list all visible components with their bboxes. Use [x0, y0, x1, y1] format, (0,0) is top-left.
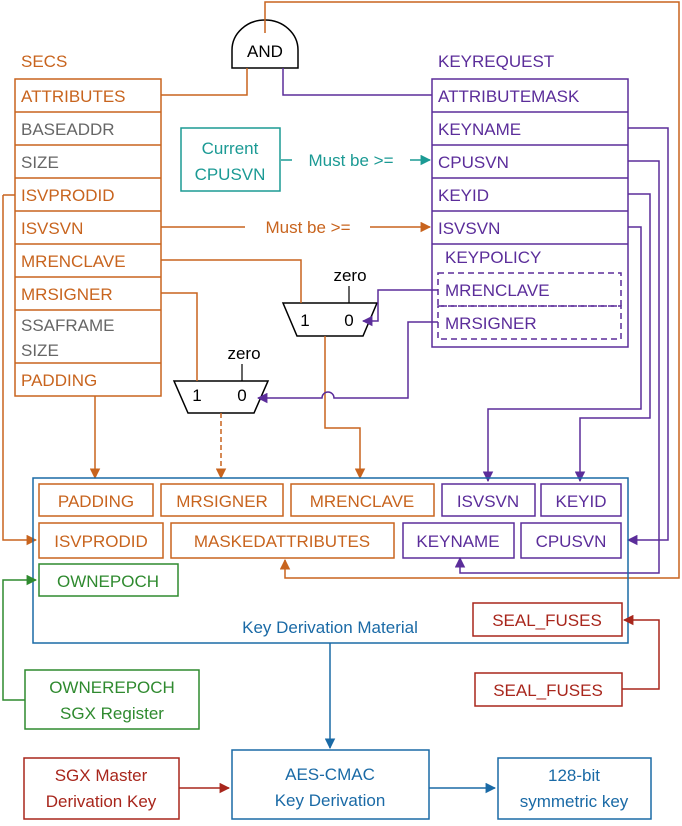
- cpusvn-compare-arrow: Must be >=: [281, 151, 432, 170]
- svg-text:OWNEREPOCH: OWNEREPOCH: [49, 678, 175, 697]
- must-be-gte-isvsvn: Must be >=: [265, 218, 350, 237]
- secs-isvprodid: ISVPRODID: [21, 186, 115, 205]
- and-gate: AND: [231, 19, 299, 69]
- kdm-ownepoch: OWNEPOCH: [57, 572, 159, 591]
- keypolicy-title: KEYPOLICY: [445, 248, 541, 267]
- keyrequest-keyid: KEYID: [438, 186, 489, 205]
- current-cpusvn-box: Current CPUSVN: [180, 127, 281, 192]
- keyrequest-title: KEYREQUEST: [438, 52, 554, 71]
- svg-text:Derivation Key: Derivation Key: [46, 792, 157, 811]
- svg-text:SGX Master: SGX Master: [55, 766, 148, 785]
- kdm-mrenclave: MRENCLAVE: [310, 492, 415, 511]
- kdm-seal-fuses: SEAL_FUSES: [492, 611, 602, 630]
- keypolicy-wires: [256, 289, 438, 404]
- mux-upper: 1 0 zero: [281, 266, 379, 337]
- keypolicy-mrsigner: MRSIGNER: [445, 314, 537, 333]
- mux-lower-in1: 1: [192, 386, 201, 405]
- keyrequest-attributemask: ATTRIBUTEMASK: [438, 87, 580, 106]
- keypolicy-mrenclave: MRENCLAVE: [445, 281, 550, 300]
- mux-lower-zero: zero: [227, 344, 260, 363]
- kdm-title: Key Derivation Material: [242, 618, 418, 637]
- kdm-isvprodid: ISVPRODID: [54, 532, 148, 551]
- secs-ssaframe-size: SIZE: [21, 341, 59, 360]
- mux-upper-zero: zero: [333, 266, 366, 285]
- kdm-mrsigner: MRSIGNER: [176, 492, 268, 511]
- keyrequest-keyname: KEYNAME: [438, 120, 521, 139]
- kdm-keyname: KEYNAME: [416, 532, 499, 551]
- secs-isvsvn: ISVSVN: [21, 219, 83, 238]
- aes-cmac-key-derivation: AES-CMAC Key Derivation: [231, 643, 497, 820]
- and-gate-label: AND: [247, 42, 283, 61]
- secs-size: SIZE: [21, 153, 59, 172]
- svg-text:128-bit: 128-bit: [548, 766, 600, 785]
- svg-text:Current: Current: [202, 139, 259, 158]
- keyrequest-cpusvn: CPUSVN: [438, 153, 509, 172]
- kdm-cpusvn: CPUSVN: [536, 532, 607, 551]
- mux-upper-in0: 0: [344, 311, 353, 330]
- ownerepoch-register: OWNEREPOCH SGX Register: [2, 574, 200, 730]
- secs-ssaframe: SSAFRAME: [21, 316, 115, 335]
- secs-title: SECS: [21, 52, 67, 71]
- seal-fuses-source: SEAL_FUSES: [474, 614, 660, 707]
- svg-text:symmetric key: symmetric key: [520, 792, 629, 811]
- mux-lower: 1 0 zero: [172, 344, 270, 414]
- secs-baseaddr: BASEADDR: [21, 120, 115, 139]
- keyrequest-wires: [454, 127, 669, 574]
- kdm-maskedattributes: MASKEDATTRIBUTES: [194, 532, 370, 551]
- keyrequest-structure: KEYREQUEST ATTRIBUTEMASK KEYNAME CPUSVN …: [431, 52, 629, 348]
- mux-upper-in1: 1: [300, 311, 309, 330]
- secs-mrenclave: MRENCLAVE: [21, 252, 126, 271]
- output-symmetric-key: 128-bit symmetric key: [497, 757, 652, 820]
- kdm-isvsvn: ISVSVN: [457, 492, 519, 511]
- mux-lower-in0: 0: [237, 386, 246, 405]
- svg-text:SEAL_FUSES: SEAL_FUSES: [493, 681, 603, 700]
- keyrequest-isvsvn: ISVSVN: [438, 219, 500, 238]
- secs-structure: SECS ATTRIBUTES BASEADDR SIZE ISVPRODID …: [14, 52, 162, 397]
- svg-text:CPUSVN: CPUSVN: [195, 165, 266, 184]
- and-gate-wires: [161, 1, 680, 579]
- key-derivation-material: Key Derivation Material PADDING MRSIGNER…: [32, 477, 629, 644]
- svg-text:AES-CMAC: AES-CMAC: [285, 765, 375, 784]
- secs-padding: PADDING: [21, 371, 97, 390]
- kdm-padding: PADDING: [58, 492, 134, 511]
- must-be-gte-cpusvn: Must be >=: [308, 151, 393, 170]
- secs-wires: [2, 194, 366, 540]
- secs-attributes: ATTRIBUTES: [21, 87, 126, 106]
- sgx-master-derivation-key: SGX Master Derivation Key: [23, 757, 231, 820]
- svg-text:Key Derivation: Key Derivation: [275, 791, 386, 810]
- isvsvn-compare-arrow: Must be >=: [161, 218, 432, 237]
- kdm-keyid: KEYID: [555, 492, 606, 511]
- secs-mrsigner: MRSIGNER: [21, 285, 113, 304]
- svg-text:SGX Register: SGX Register: [60, 704, 164, 723]
